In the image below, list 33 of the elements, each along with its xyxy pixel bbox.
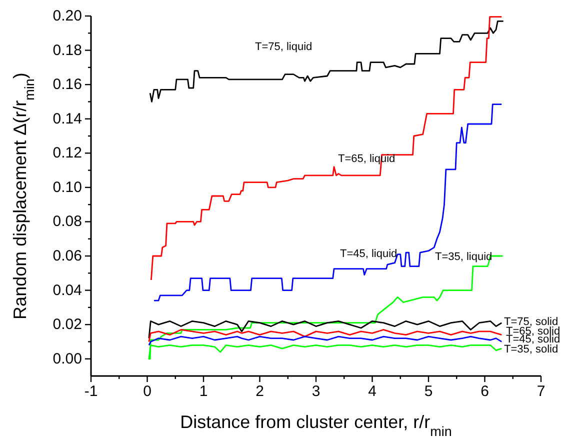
line-series: [148, 336, 502, 346]
x-tick-label: 7: [536, 383, 546, 400]
series-label: T=45, solid: [506, 334, 560, 346]
line-series: [149, 20, 504, 102]
y-tick-label: 0.08: [52, 213, 82, 230]
series-label: T=75, solid: [504, 316, 558, 328]
y-tick-label: 0.20: [52, 8, 82, 24]
x-tick-label: 3: [312, 383, 320, 400]
x-tick-label: 6: [480, 383, 489, 400]
x-axis-title: Distance from cluster center, r/r$_{min}$: [180, 412, 452, 438]
line-series: [148, 320, 502, 339]
series-label: T=45, liquid: [340, 248, 398, 260]
x-tick-label: -1: [84, 383, 98, 400]
line-series: [150, 16, 502, 281]
x-tick-label: 4: [368, 383, 376, 400]
x-tick-label: 0: [143, 383, 152, 400]
y-tick-label: 0.18: [52, 42, 82, 59]
y-tick-label: 0.04: [52, 282, 82, 299]
y-tick-label: 0.10: [52, 178, 82, 196]
line-series: [153, 104, 502, 302]
y-tick-label: 0.00: [52, 350, 82, 368]
series-label: T=35, liquid: [435, 251, 492, 263]
x-tick-label: 1: [199, 383, 208, 400]
y-tick-label: 0.12: [52, 144, 82, 162]
x-tick-label: 5: [424, 383, 433, 400]
x-tick-label: 2: [256, 383, 264, 400]
text: T=75, liquid: [255, 41, 312, 53]
line-series: [148, 329, 502, 342]
series-label: T=35, solid: [504, 344, 558, 356]
y-tick-label: 0.02: [52, 316, 82, 334]
y-tick-label: 0.14: [52, 110, 82, 128]
y-tick-label: 0.06: [52, 248, 82, 264]
y-tick-label: 0.16: [52, 76, 82, 94]
